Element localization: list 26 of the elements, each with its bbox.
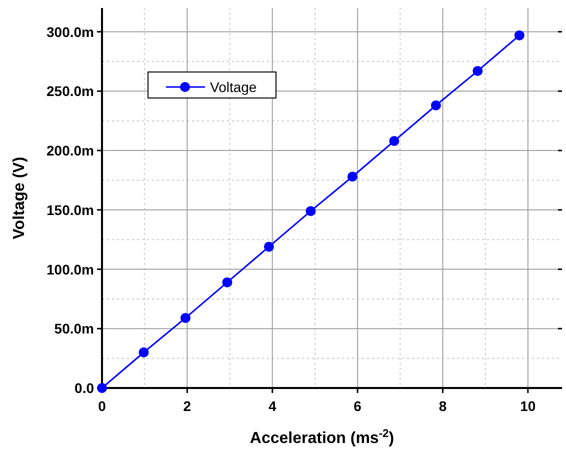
legend-label: Voltage xyxy=(210,79,257,95)
x-tick-label: 8 xyxy=(438,398,447,414)
x-tick-label: 4 xyxy=(268,398,276,414)
x-tick-label: 6 xyxy=(354,398,362,414)
point xyxy=(430,100,441,110)
x-axis-title: Acceleration (ms$^{-2}$) xyxy=(250,428,394,447)
point xyxy=(264,242,274,252)
y-tick-label: 100.0m xyxy=(46,261,94,278)
point xyxy=(306,206,316,216)
x-tick-label: 0 xyxy=(98,398,106,414)
y-tick-label: 300.0m xyxy=(46,24,94,40)
x-tick-label: 2 xyxy=(183,398,192,414)
point xyxy=(180,312,190,323)
point xyxy=(472,66,483,76)
point xyxy=(514,30,524,40)
point xyxy=(347,172,358,182)
point xyxy=(389,136,400,146)
y-tick-label: 50.0m xyxy=(54,320,94,337)
y-axis-title: Voltage (V) xyxy=(11,156,28,240)
point xyxy=(138,347,149,358)
x-tick-label: 10 xyxy=(520,398,536,414)
y-tick-label: 200.0m xyxy=(46,142,94,158)
y-tick-label: 150.0m xyxy=(46,202,94,218)
point xyxy=(222,277,232,288)
y-tick-label: 0.0 xyxy=(74,380,94,396)
y-tick-label: 250.0m xyxy=(46,83,94,100)
